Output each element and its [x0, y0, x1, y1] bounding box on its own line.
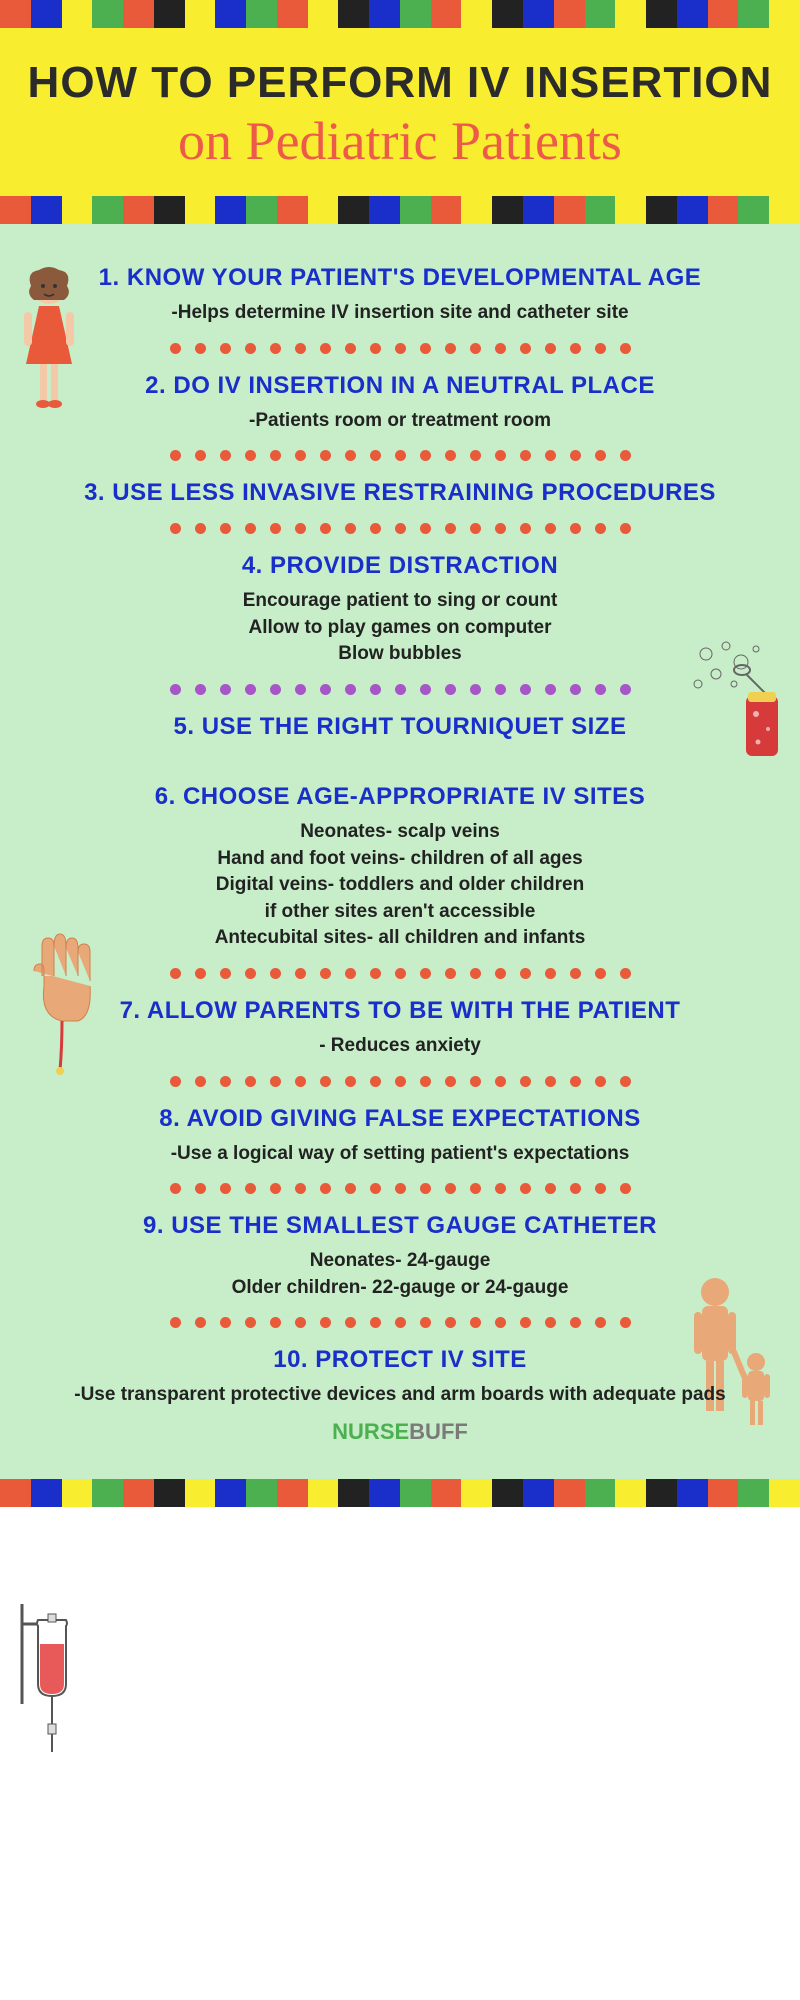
list-item: 9. USE THE SMALLEST GAUGE CATHETER Neonat…: [30, 1212, 770, 1301]
item-title: 7. ALLOW PARENTS TO BE WITH THE PATIENT: [30, 997, 770, 1025]
divider-dots: [30, 684, 770, 695]
item-title: 9. USE THE SMALLEST GAUGE CATHETER: [30, 1212, 770, 1240]
divider-dots: [30, 343, 770, 354]
item-title: 4. PROVIDE DISTRACTION: [30, 552, 770, 580]
item-desc: Encourage patient to sing or countAllow …: [30, 588, 770, 668]
title-sub: on Pediatric Patients: [20, 110, 780, 172]
divider-dots: [30, 968, 770, 979]
iv-bag-icon: [14, 1604, 94, 1759]
item-title: 5. USE THE RIGHT TOURNIQUET SIZE: [30, 713, 770, 741]
item-title: 8. AVOID GIVING FALSE EXPECTATIONS: [30, 1105, 770, 1133]
list-item: 5. USE THE RIGHT TOURNIQUET SIZE: [30, 713, 770, 741]
list-item: 10. PROTECT IV SITE -Use transparent prot…: [30, 1346, 770, 1409]
top-stripe-bar: [0, 0, 800, 28]
list-item: 2. DO IV INSERTION IN A NEUTRAL PLACE -Pa…: [30, 372, 770, 435]
item-desc: -Use a logical way of setting patient's …: [30, 1141, 770, 1168]
item-desc: -Use transparent protective devices and …: [30, 1382, 770, 1409]
bottom-stripe-bar: [0, 1479, 800, 1507]
footer-logo-part2: BUFF: [409, 1419, 468, 1444]
title-main: HOW TO PERFORM IV INSERTION: [20, 58, 780, 108]
item-desc: Neonates- 24-gaugeOlder children- 22-gau…: [30, 1248, 770, 1301]
item-title: 3. USE LESS INVASIVE RESTRAINING PROCEDU…: [30, 479, 770, 507]
item-title: 6. CHOOSE AGE-APPROPRIATE IV SITES: [30, 783, 770, 811]
list-item: 7. ALLOW PARENTS TO BE WITH THE PATIENT -…: [30, 997, 770, 1060]
divider-dots: [30, 1317, 770, 1328]
footer-logo-part1: NURSE: [332, 1419, 409, 1444]
list-item: 8. AVOID GIVING FALSE EXPECTATIONS -Use a…: [30, 1105, 770, 1168]
header-block: HOW TO PERFORM IV INSERTION on Pediatric…: [0, 28, 800, 196]
divider-dots: [30, 450, 770, 461]
item-title: 1. KNOW YOUR PATIENT'S DEVELOPMENTAL AGE: [30, 264, 770, 292]
content-area: 1. KNOW YOUR PATIENT'S DEVELOPMENTAL AGE…: [0, 224, 800, 1479]
item-title: 2. DO IV INSERTION IN A NEUTRAL PLACE: [30, 372, 770, 400]
item-desc: - Reduces anxiety: [30, 1033, 770, 1060]
item-title: 10. PROTECT IV SITE: [30, 1346, 770, 1374]
item-desc: -Patients room or treatment room: [30, 408, 770, 435]
list-item: 3. USE LESS INVASIVE RESTRAINING PROCEDU…: [30, 479, 770, 507]
list-item: 4. PROVIDE DISTRACTION Encourage patient …: [30, 552, 770, 668]
item-desc: -Helps determine IV insertion site and c…: [30, 300, 770, 327]
divider-dots: [30, 1183, 770, 1194]
item-desc: Neonates- scalp veinsHand and foot veins…: [30, 819, 770, 952]
list-item: 1. KNOW YOUR PATIENT'S DEVELOPMENTAL AGE…: [30, 264, 770, 327]
list-item: 6. CHOOSE AGE-APPROPRIATE IV SITES Neonat…: [30, 783, 770, 952]
divider-dots: [30, 1076, 770, 1087]
footer-logo: NURSEBUFF: [30, 1419, 770, 1445]
divider-dots: [30, 523, 770, 534]
mid-stripe-bar: [0, 196, 800, 224]
